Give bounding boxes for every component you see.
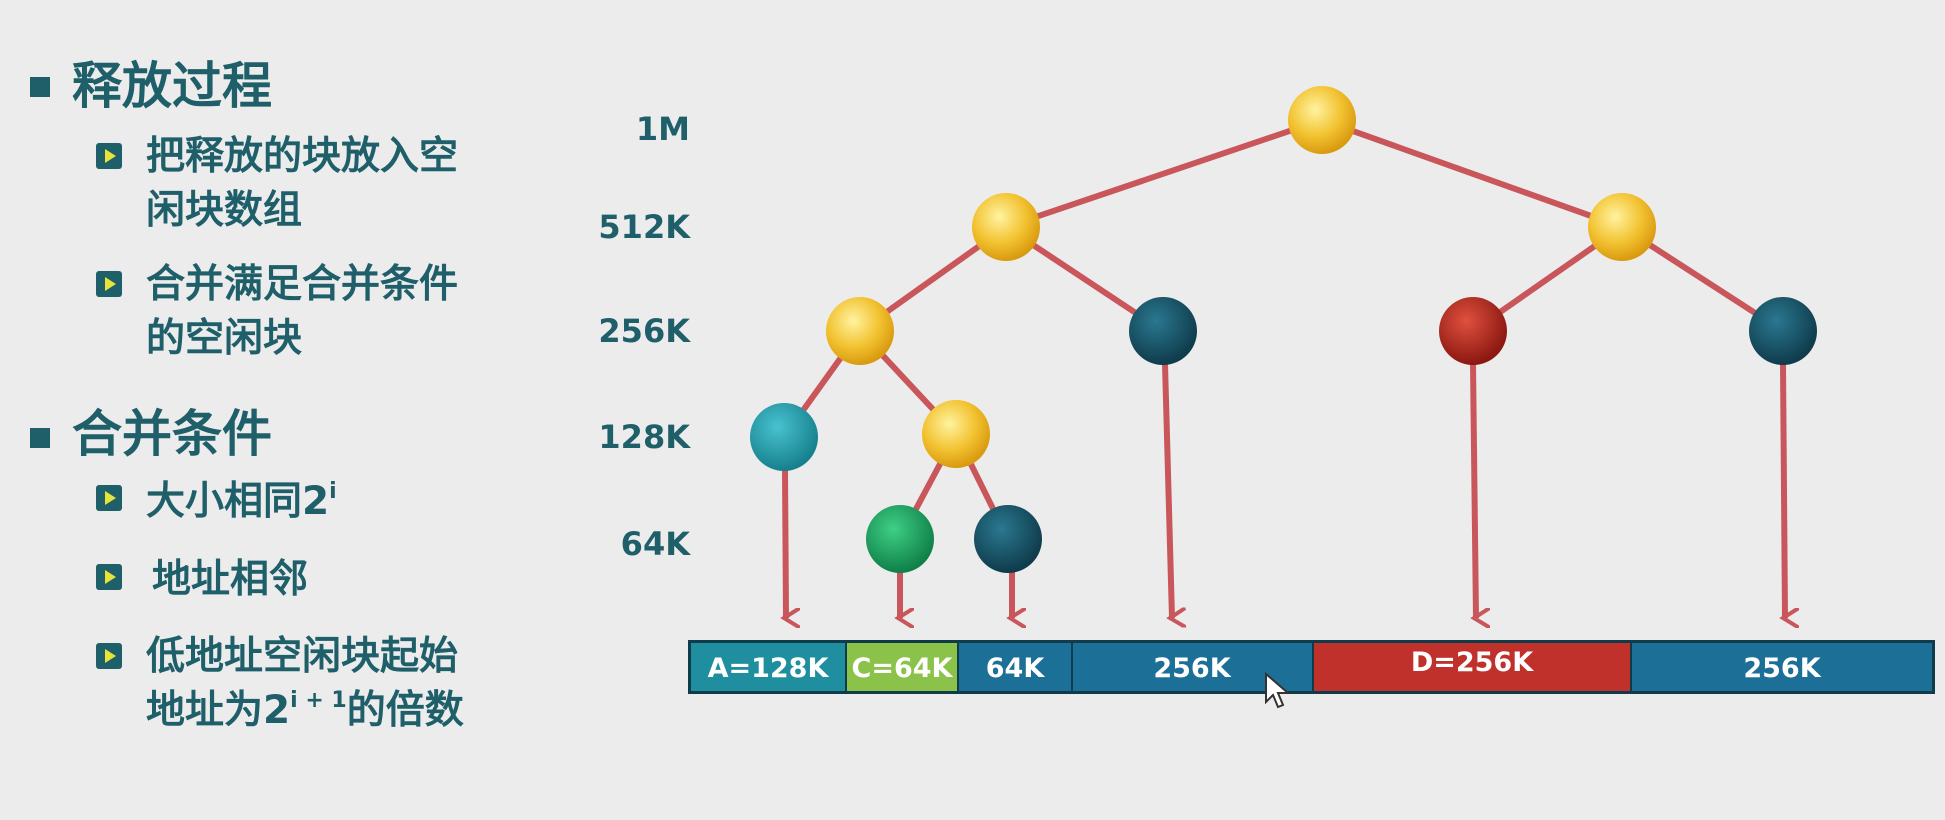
bullet-line: 把释放的块放入空	[146, 134, 459, 179]
memory-segment-label: 256K	[1153, 653, 1231, 684]
arrow-down-icon	[785, 469, 786, 618]
bullet-text: 地址相邻	[152, 557, 309, 602]
superscript: i + 1	[290, 688, 347, 713]
node-512k-right-split	[1588, 193, 1656, 261]
heading-merge-conditions: 合并条件	[72, 405, 272, 463]
heading-release-process: 释放过程	[72, 57, 272, 115]
memory-segment-label: 256K	[1743, 653, 1821, 684]
tree-edges	[781, 117, 1785, 541]
node-256k-allocated-d	[1439, 297, 1507, 365]
bullet-item: 合并满足合并条件 的空闲块	[146, 258, 458, 366]
memory-segment	[1632, 643, 1932, 691]
node-128k-split	[922, 400, 990, 468]
bullet-line: 合并满足合并条件	[146, 262, 459, 307]
node-64k-allocated-c	[866, 505, 934, 573]
node-512k-left-split	[972, 193, 1040, 261]
bullet-panel: 释放过程 把释放的块放入空 闲块数组 合并满足合并条件 的空闲块 合并条件 大小…	[0, 0, 560, 820]
tree-nodes	[750, 86, 1817, 573]
memory-segment-label: D=256K	[1411, 647, 1534, 678]
arrow-down-icon	[1783, 363, 1785, 618]
mouse-cursor-icon	[1265, 672, 1291, 709]
level-label-512k: 512K	[598, 208, 690, 246]
arrow-down-icon	[1470, 363, 1476, 618]
memory-segment	[1314, 643, 1630, 691]
bullet-item: 把释放的块放入空 闲块数组	[146, 130, 458, 238]
memory-segment-label: C=64K	[852, 653, 954, 684]
bullet-arrow-icon	[96, 143, 122, 169]
bullet-item: 地址相邻	[152, 553, 308, 607]
arrow-down-icon	[1162, 363, 1172, 618]
memory-segment-label: A=128K	[708, 653, 830, 684]
bullet-arrow-icon	[96, 564, 122, 590]
level-label-256k: 256K	[598, 312, 690, 350]
bullet-square-icon	[30, 77, 50, 97]
memory-segment	[959, 643, 1071, 691]
bullet-item: 低地址空闲块起始 地址为2i + 1的倍数	[146, 630, 464, 738]
tree-edge	[1005, 117, 1323, 230]
bullet-item: 大小相同2i	[146, 475, 337, 529]
bullet-square-icon	[30, 428, 50, 448]
memory-segment	[691, 643, 845, 691]
node-64k-free	[974, 505, 1042, 573]
bullet-text: 大小相同2	[146, 479, 330, 524]
bullet-text: 的倍数	[346, 688, 464, 733]
node-256k-free	[1749, 297, 1817, 365]
allocation-arrows	[785, 363, 1785, 618]
bullet-line: 地址为2i + 1的倍数	[146, 684, 464, 738]
level-label-128k: 128K	[598, 418, 690, 456]
memory-bar: A=128K C=64K 64K 256K D=256K 256K	[688, 640, 1935, 694]
memory-segment-label: 64K	[986, 653, 1046, 684]
level-label-1m: 1M	[635, 110, 690, 148]
bullet-line: 闲块数组	[146, 188, 303, 233]
tree-edge	[1320, 117, 1624, 230]
bullet-line: 的空闲块	[146, 316, 303, 361]
bullet-arrow-icon	[96, 271, 122, 297]
bullet-text: 地址为2	[146, 688, 291, 733]
bullet-arrow-icon	[96, 485, 122, 511]
node-256k-split	[826, 297, 894, 365]
node-256k-free	[1129, 297, 1197, 365]
level-label-64k: 64K	[620, 525, 690, 563]
bullet-arrow-icon	[96, 643, 122, 669]
node-1m-split	[1288, 86, 1356, 154]
superscript: i	[329, 479, 337, 504]
memory-segment	[847, 643, 957, 691]
node-128k-allocated-a	[750, 403, 818, 471]
bullet-line: 低地址空闲块起始	[146, 634, 459, 679]
